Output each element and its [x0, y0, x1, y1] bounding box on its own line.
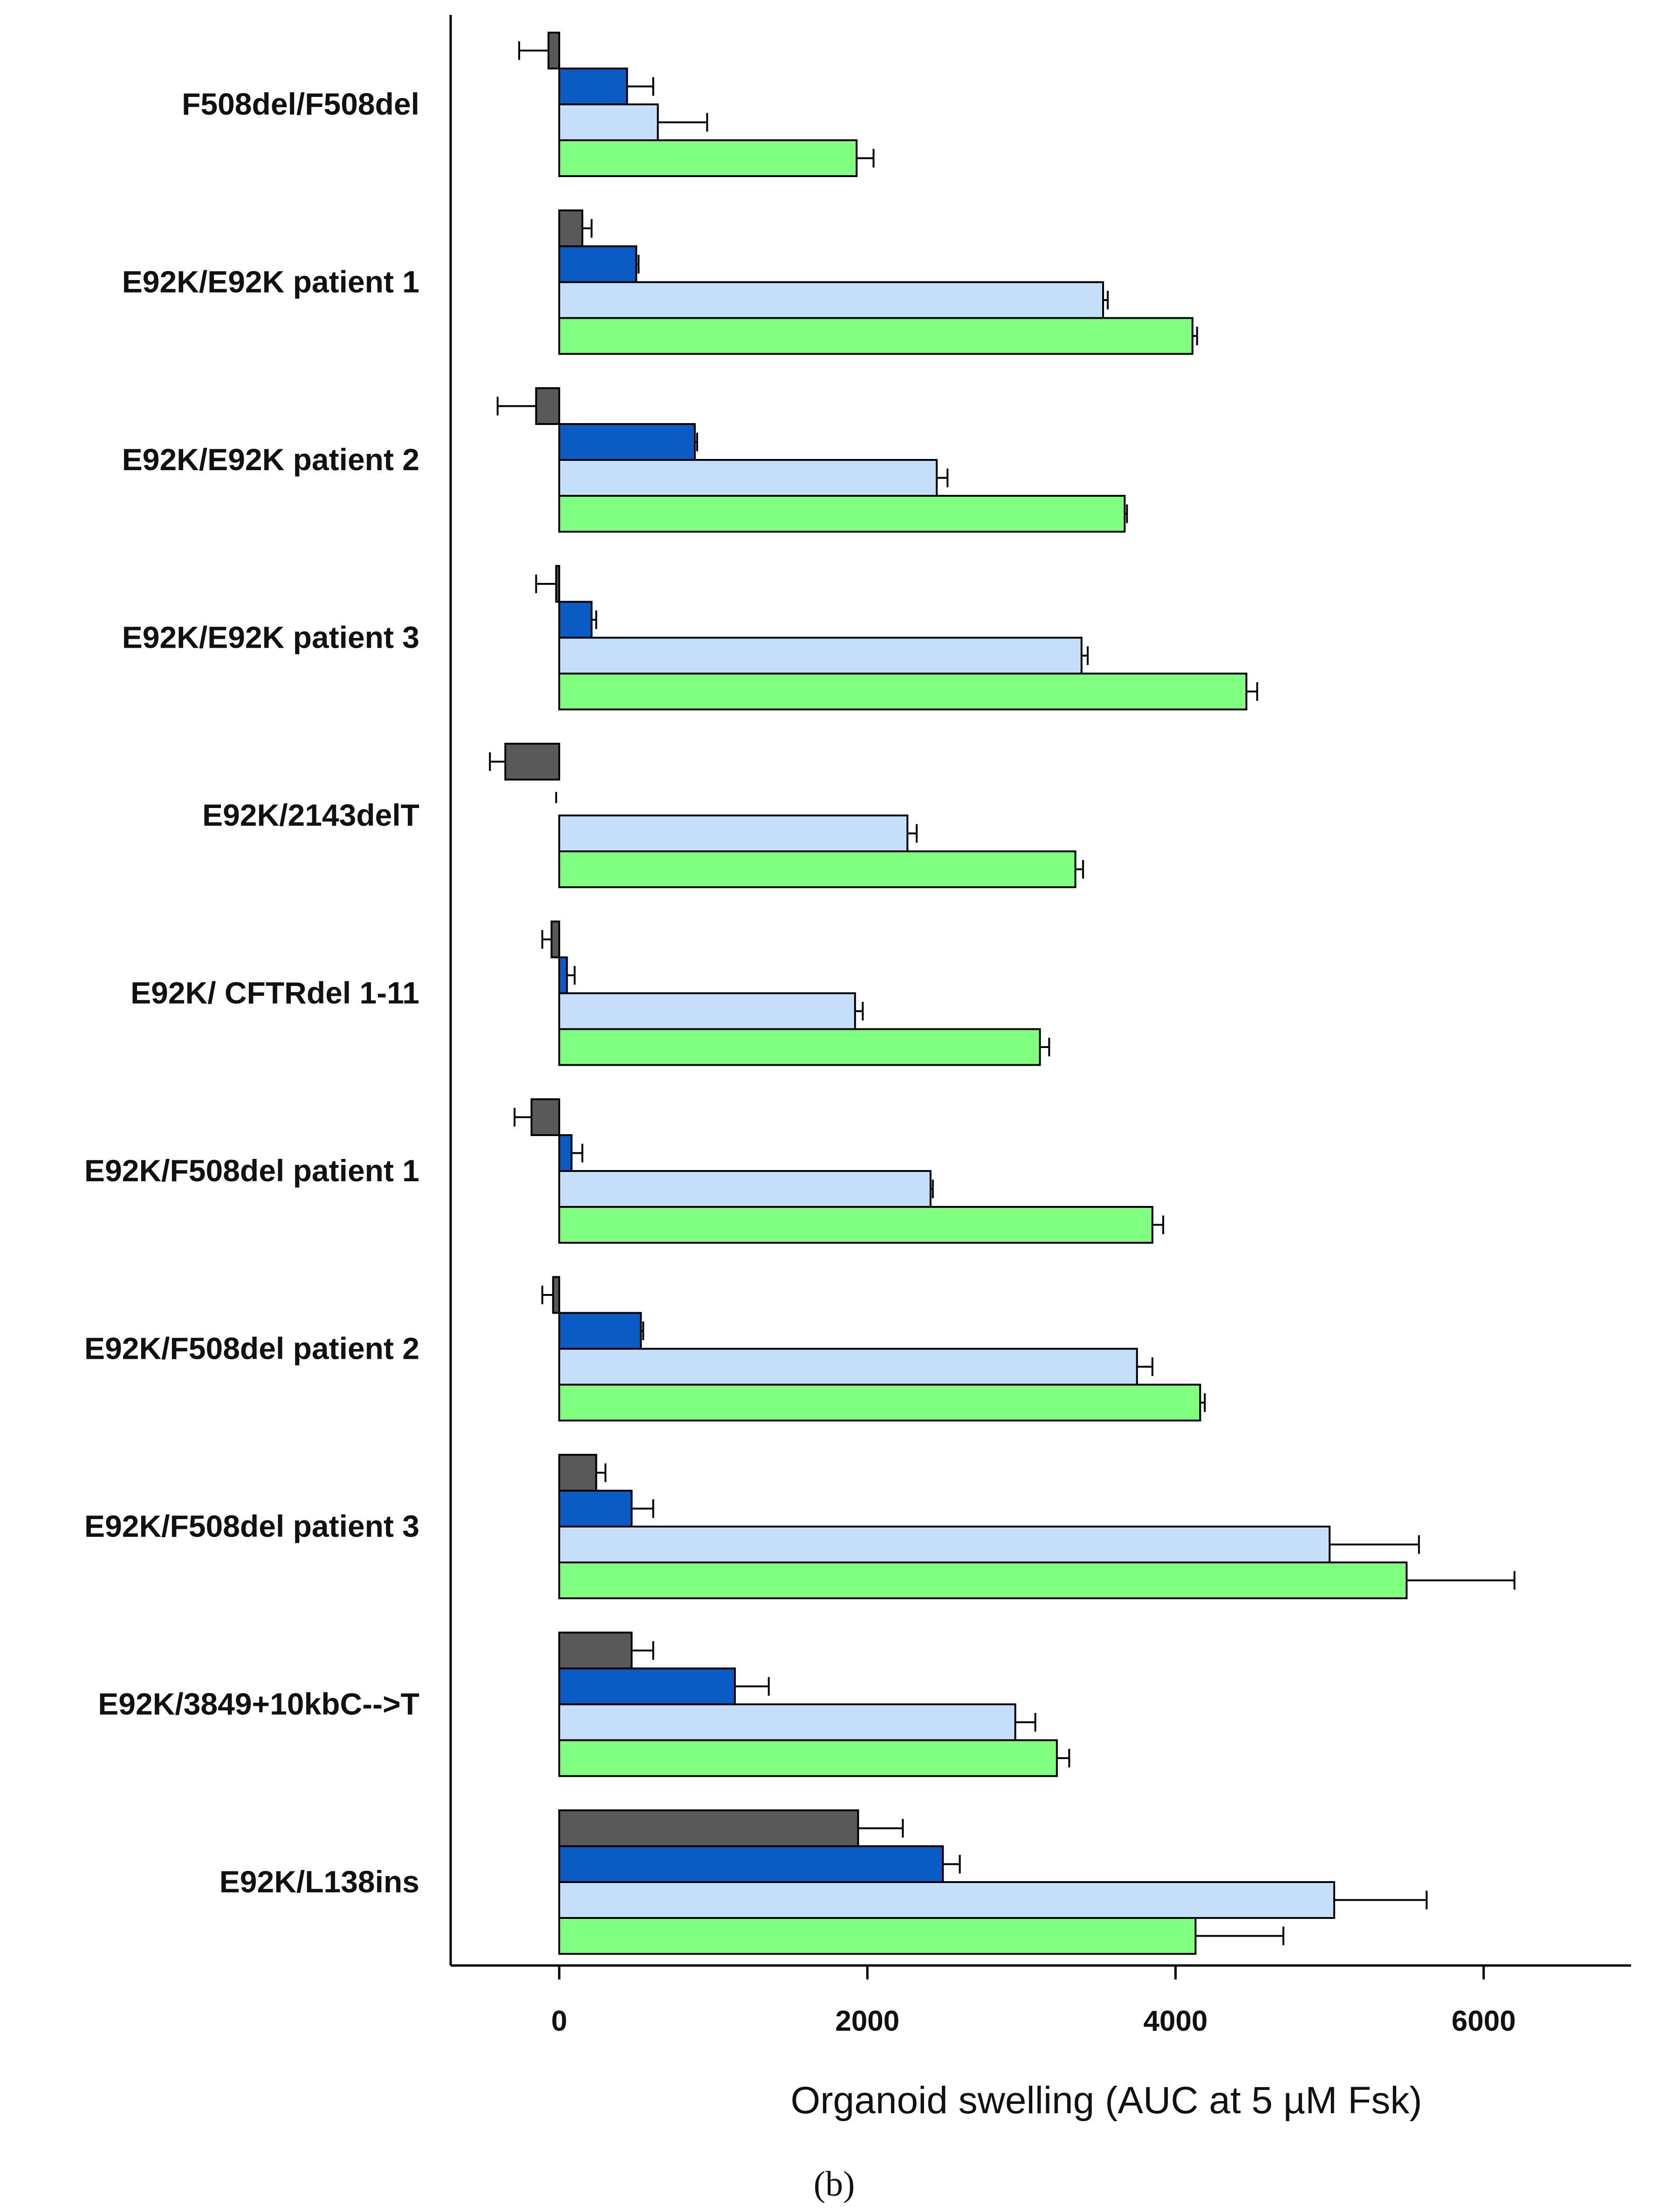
bar [558, 281, 1104, 319]
bar [558, 1134, 573, 1172]
bar [558, 1703, 1016, 1741]
bar [552, 1276, 561, 1314]
category-label: E92K/3849+10kbC-->T [98, 1687, 419, 1721]
bar [530, 1098, 560, 1136]
category-label: E92K/F508del patient 1 [84, 1153, 419, 1188]
x-tick-label: 2000 [835, 2005, 899, 2037]
x-tick-label: 0 [551, 2005, 567, 2037]
category-label: E92K/2143delT [202, 798, 419, 832]
category-label: E92K/E92K patient 3 [122, 620, 419, 655]
bar [558, 1667, 736, 1705]
bar [558, 317, 1194, 355]
bar [504, 743, 561, 781]
bar [558, 423, 696, 461]
bar [558, 850, 1077, 888]
bar [558, 672, 1248, 711]
category-label: F508del/F508del [182, 87, 419, 121]
bar [558, 1490, 633, 1527]
x-tick-label: 6000 [1452, 2005, 1516, 2037]
bar [558, 459, 938, 497]
bar [558, 1170, 932, 1208]
bar [558, 1631, 633, 1670]
ticks-layer: 0 2000 4000 6000 [551, 1965, 1516, 2037]
bar [550, 920, 560, 959]
bar [558, 1206, 1153, 1244]
bar [558, 495, 1126, 533]
bar [558, 139, 858, 177]
bar [558, 68, 628, 105]
bar [558, 1561, 1408, 1599]
bar [558, 815, 909, 852]
bar [558, 1526, 1331, 1563]
bar [558, 103, 659, 141]
bar [558, 1348, 1138, 1386]
bar [558, 1739, 1058, 1777]
bar [558, 209, 583, 247]
bar [547, 32, 561, 69]
bar [558, 992, 856, 1030]
category-label: E92K/E92K patient 2 [122, 442, 419, 477]
panel-label: (b) [814, 2164, 855, 2204]
bar [535, 387, 561, 425]
category-label: E92K/L138ins [220, 1864, 419, 1899]
bar [558, 956, 568, 994]
bars-layer [504, 32, 1408, 1955]
bar [558, 1383, 1201, 1422]
category-label: E92K/ CFTRdel 1-11 [130, 976, 419, 1010]
bar [558, 1809, 859, 1847]
category-label: E92K/F508del patient 2 [84, 1331, 419, 1366]
bar [558, 1454, 597, 1492]
bar [558, 1845, 944, 1883]
category-labels-layer: F508del/F508del E92K/E92K patient 1 E92K/E… [84, 87, 419, 1899]
category-label: E92K/F508del patient 3 [84, 1509, 419, 1543]
x-axis-title: Organoid swelling (AUC at 5 µM Fsk) [790, 2079, 1422, 2122]
bar [558, 1312, 642, 1350]
bar [558, 1028, 1041, 1066]
bar [558, 1917, 1197, 1955]
bar [558, 637, 1083, 675]
x-tick-label: 4000 [1143, 2005, 1207, 2037]
error-bars-layer [489, 41, 1516, 1945]
category-label: E92K/E92K patient 1 [122, 265, 419, 299]
bar [558, 1881, 1335, 1919]
bar [558, 601, 593, 639]
bar [558, 245, 638, 283]
bar [555, 565, 560, 603]
